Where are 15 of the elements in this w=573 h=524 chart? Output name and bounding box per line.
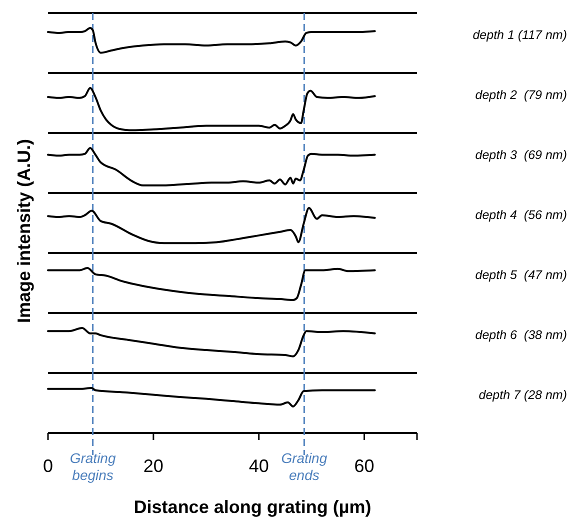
ref-line-label: Grating ends xyxy=(281,450,328,483)
x-tick-label: 20 xyxy=(143,456,164,476)
text: depth 3 (69 nm) xyxy=(475,148,567,162)
ref-line-label: Grating begins xyxy=(70,450,116,483)
x-tick-label: 40 xyxy=(248,456,269,476)
x-tick-label: 0 xyxy=(42,456,54,476)
x-tick-label: 60 xyxy=(354,456,374,476)
text: depth 6 (38 nm) xyxy=(475,328,567,342)
text: depth 4 (56 nm) xyxy=(475,208,567,222)
x-axis-title: Distance along grating (µm) xyxy=(134,497,372,517)
text: depth 7 (28 nm) xyxy=(478,388,567,402)
text: depth 1 (117 nm) xyxy=(472,28,567,42)
y-axis-title: Image intensity (A.U.) xyxy=(14,138,34,324)
text: depth 5 (47 nm) xyxy=(475,268,567,282)
text: depth 2 (79 nm) xyxy=(475,88,567,102)
